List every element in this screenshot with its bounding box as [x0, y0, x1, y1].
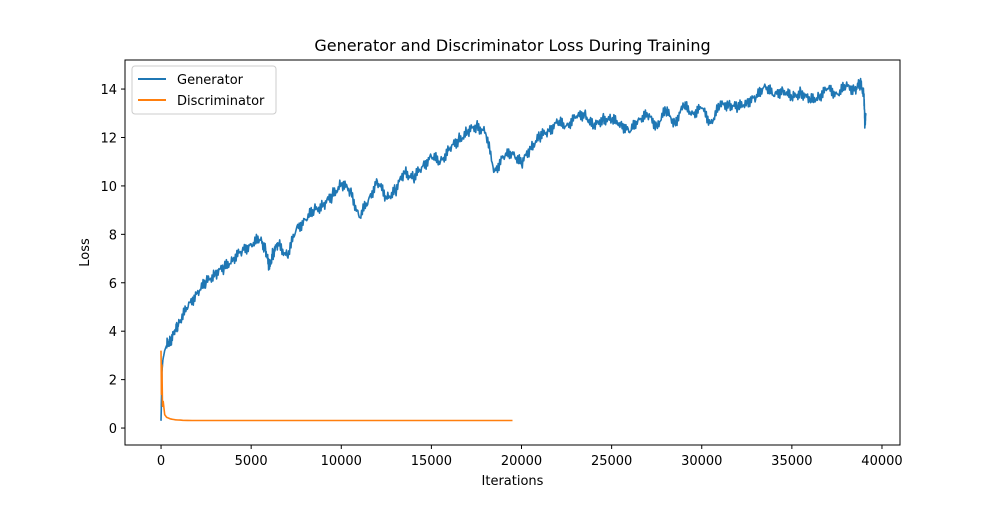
x-tick-label: 10000 — [321, 454, 362, 469]
x-axis-label: Iterations — [482, 474, 544, 489]
legend-label-generator: Generator — [177, 73, 244, 88]
y-tick-label: 4 — [109, 325, 117, 340]
legend-label-discriminator: Discriminator — [177, 94, 265, 109]
y-tick-label: 10 — [100, 180, 117, 195]
y-tick-label: 6 — [109, 277, 117, 292]
y-tick-label: 0 — [109, 422, 117, 437]
x-tick-label: 40000 — [861, 454, 902, 469]
legend-box — [131, 65, 277, 115]
legend: Generator Discriminator — [131, 65, 277, 115]
y-axis-ticks: 0 2 4 6 8 10 12 14 — [100, 83, 125, 437]
x-axis-ticks: 0 5000 10000 15000 20000 25000 30000 35000 40000 — [157, 445, 903, 469]
x-tick-label: 5000 — [235, 454, 268, 469]
series-line-generator — [160, 77, 867, 421]
axes-frame — [124, 59, 901, 446]
series-line-discriminator — [160, 350, 513, 422]
x-tick-label: 35000 — [771, 454, 812, 469]
x-tick-label: 30000 — [681, 454, 722, 469]
y-tick-label: 2 — [109, 374, 117, 389]
y-tick-label: 8 — [109, 228, 117, 243]
x-tick-label: 15000 — [411, 454, 452, 469]
x-tick-label: 25000 — [591, 454, 632, 469]
y-tick-label: 14 — [100, 83, 117, 98]
y-axis-label: Loss — [78, 238, 93, 267]
y-tick-label: 12 — [100, 131, 117, 146]
x-tick-label: 0 — [157, 454, 165, 469]
plot-lines — [160, 77, 867, 422]
chart-title: Generator and Discriminator Loss During … — [314, 36, 710, 55]
x-tick-label: 20000 — [501, 454, 542, 469]
